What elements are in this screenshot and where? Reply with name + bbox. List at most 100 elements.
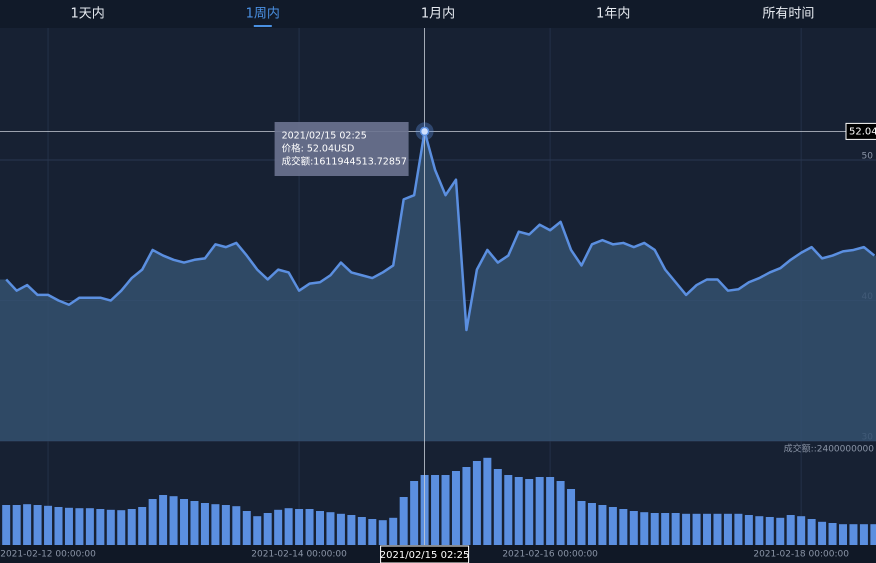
volume-bar	[316, 511, 324, 545]
volume-axis-label: 成交额::2400000000	[784, 443, 875, 455]
volume-bar	[253, 516, 262, 545]
volume-bar	[483, 457, 492, 545]
volume-bar	[451, 471, 460, 545]
volume-bar	[776, 517, 785, 545]
tab-underline	[253, 25, 272, 27]
volume-bar	[629, 511, 638, 545]
volume-bar	[744, 515, 753, 545]
volume-bar	[263, 513, 272, 545]
volume-bar	[33, 505, 42, 545]
volume-bar	[232, 506, 241, 545]
volume-bar	[807, 519, 816, 545]
volume-bar	[755, 516, 764, 545]
volume-bar	[85, 508, 94, 545]
volume-bar	[546, 477, 555, 545]
volume-bar	[870, 524, 876, 545]
volume-bar	[818, 521, 827, 545]
volume-bar	[75, 508, 84, 545]
volume-bar	[713, 513, 722, 545]
tab[interactable]: 1天内	[70, 6, 104, 22]
volume-bar	[347, 515, 356, 545]
volume-bar	[839, 524, 847, 545]
volume-bar	[703, 513, 712, 545]
volume-bar	[399, 497, 408, 545]
volume-bar	[117, 510, 126, 545]
y-crosshair-box	[845, 122, 876, 140]
tab[interactable]: 1年内	[596, 6, 630, 22]
volume-bar	[378, 520, 387, 545]
crosshair-point	[419, 126, 430, 137]
volume-bar	[127, 509, 136, 545]
tab[interactable]: 所有时间	[762, 7, 814, 22]
volume-bar	[242, 511, 251, 545]
volume-bar	[211, 504, 220, 545]
volume-bar	[326, 512, 335, 545]
volume-bar	[650, 513, 659, 545]
tooltip-line: 成交额:1611944513.72857	[282, 156, 407, 168]
volume-bar	[786, 515, 795, 545]
volume-bar	[598, 505, 607, 545]
volume-bar	[493, 469, 502, 545]
volume-bar	[159, 495, 168, 545]
volume-bar	[410, 481, 419, 545]
volume-bar	[661, 513, 670, 545]
volume-bar	[305, 509, 314, 545]
volume-bar	[567, 489, 576, 545]
volume-bar	[608, 507, 617, 545]
x-tick-label: 2021-02-12 00:00:00	[0, 550, 96, 560]
volume-bar	[692, 513, 701, 545]
volume-bar	[389, 517, 398, 545]
volume-bar	[671, 513, 680, 545]
tab-bar	[0, 0, 876, 28]
volume-bar	[368, 519, 377, 545]
tooltip-line: 价格: 52.04USD	[282, 143, 355, 155]
volume-bar	[12, 505, 21, 545]
area	[0, 131, 876, 441]
volume-bar	[336, 513, 345, 545]
tab[interactable]: 1周内	[246, 6, 280, 22]
volume-bar	[514, 477, 523, 545]
volume-bar	[2, 505, 11, 545]
volume-bar	[828, 523, 837, 545]
volume-bar	[556, 481, 565, 545]
volume-bar	[106, 509, 115, 545]
price-line	[5, 130, 876, 332]
volume-bar	[734, 513, 743, 545]
volume-bar	[472, 461, 481, 545]
volume-bar	[441, 475, 450, 545]
volume-bar	[849, 524, 858, 545]
volume-bar	[357, 517, 366, 545]
volume-bar	[44, 505, 53, 545]
volume-bar	[284, 508, 293, 545]
x-tick-label: 2021-02-16 00:00:00	[502, 550, 598, 560]
volume-bar	[587, 503, 596, 545]
volume-bar	[180, 499, 189, 545]
volume-bar	[682, 513, 691, 545]
tab[interactable]: 1月内	[421, 6, 455, 22]
volume-bar	[859, 524, 868, 545]
volume-bar	[190, 501, 199, 545]
volume-bar	[221, 505, 230, 545]
volume-bar	[295, 509, 304, 545]
volume-bar	[525, 479, 534, 545]
y-crosshair-label: 52.04	[849, 126, 876, 137]
volume-bar	[274, 509, 283, 545]
y-tick-label: 50	[862, 152, 874, 162]
volume-bar	[535, 477, 544, 545]
x-tick-label: 2021-02-18 00:00:00	[753, 550, 849, 560]
volume-bar	[577, 501, 586, 545]
x-crosshair-label: 2021/02/15 02:25	[380, 550, 470, 561]
volume-bar	[169, 496, 178, 545]
volume-bar	[462, 467, 471, 545]
volume-bar	[148, 499, 157, 545]
volume-bar	[797, 516, 806, 545]
tooltip-box	[274, 122, 409, 176]
volume-bar	[723, 513, 732, 545]
volume-bar	[54, 507, 63, 545]
volume-bar	[138, 507, 147, 545]
volume-bar	[765, 517, 774, 545]
volume-bar	[200, 503, 209, 545]
volume-bar	[619, 509, 628, 545]
volume-bar	[431, 475, 440, 545]
volume-bar	[23, 504, 32, 545]
